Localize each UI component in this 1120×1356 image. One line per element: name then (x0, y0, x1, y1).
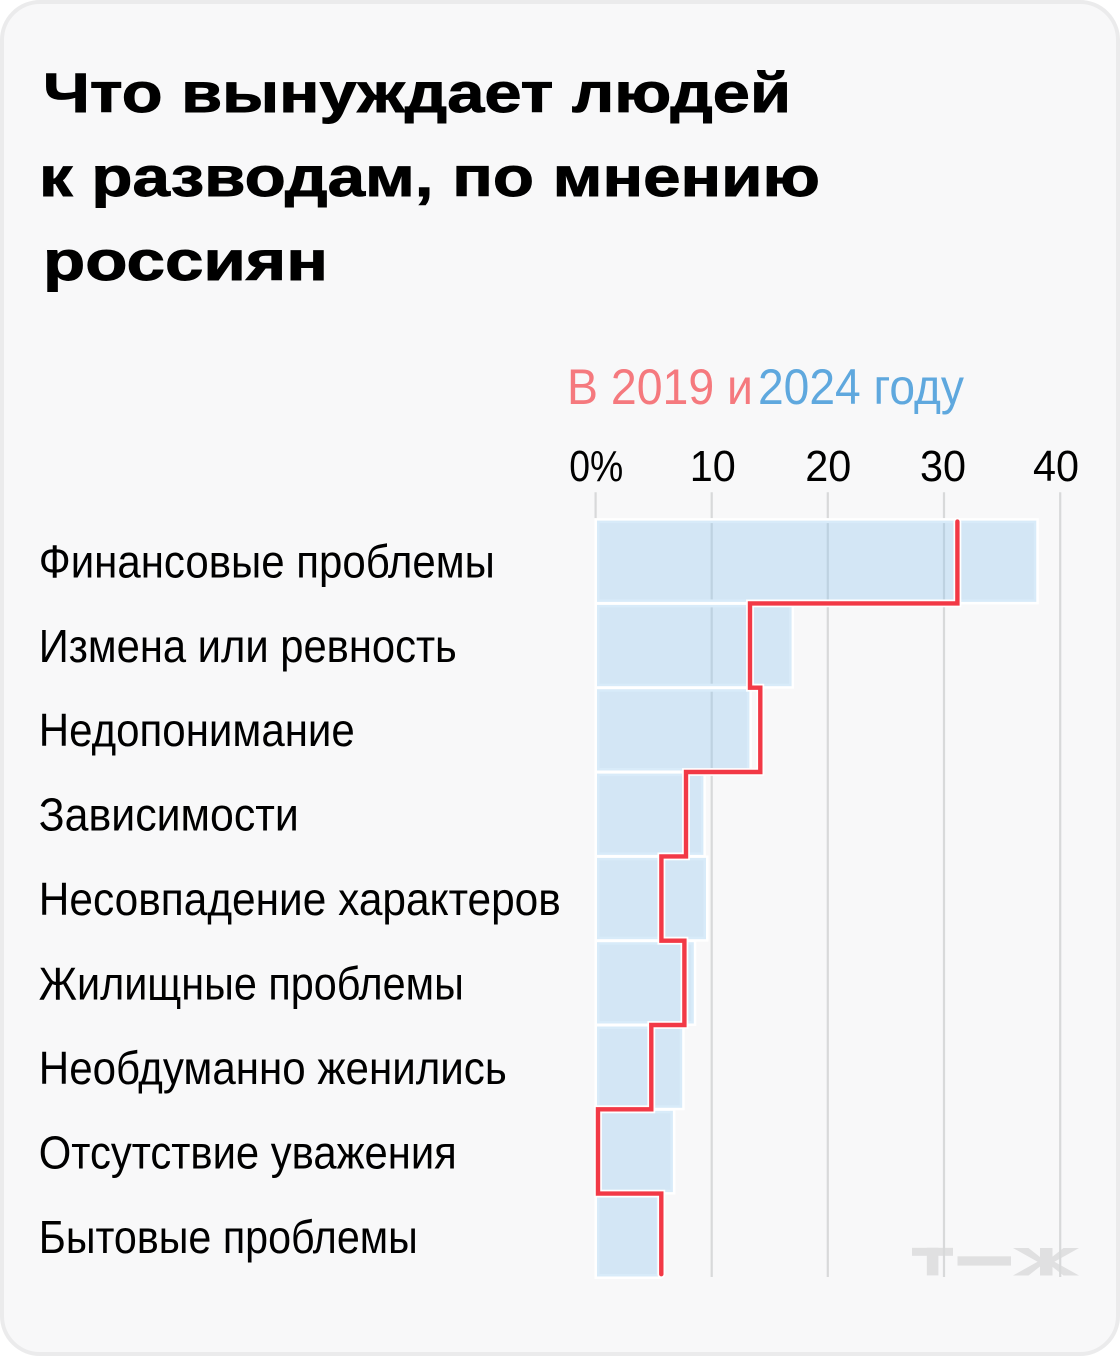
svg-text:Зависимости: Зависимости (39, 789, 299, 841)
svg-text:10: 10 (690, 443, 736, 491)
svg-text:к разводам, по мнению: к разводам, по мнению (39, 145, 820, 208)
svg-text:20: 20 (805, 443, 851, 491)
svg-text:россиян: россиян (43, 229, 328, 292)
svg-text:0%: 0% (569, 443, 623, 491)
svg-text:Бытовые проблемы: Бытовые проблемы (39, 1211, 418, 1263)
svg-text:Измена или ревность: Измена или ревность (39, 620, 457, 672)
svg-text:Жилищные проблемы: Жилищные проблемы (39, 958, 464, 1010)
svg-text:2024 году: 2024 году (758, 359, 964, 415)
svg-text:Что вынуждает людей: Что вынуждает людей (43, 61, 791, 124)
svg-text:Необдуманно женились: Необдуманно женились (39, 1042, 507, 1094)
svg-text:Несовпадение характеров: Несовпадение характеров (39, 873, 561, 925)
svg-text:Недопонимание: Недопонимание (39, 704, 355, 756)
svg-text:В 2019 и: В 2019 и (567, 359, 753, 415)
svg-text:30: 30 (920, 443, 966, 491)
svg-text:40: 40 (1033, 443, 1079, 491)
svg-text:Отсутствие уважения: Отсутствие уважения (39, 1127, 457, 1179)
svg-text:Финансовые проблемы: Финансовые проблемы (39, 535, 495, 587)
